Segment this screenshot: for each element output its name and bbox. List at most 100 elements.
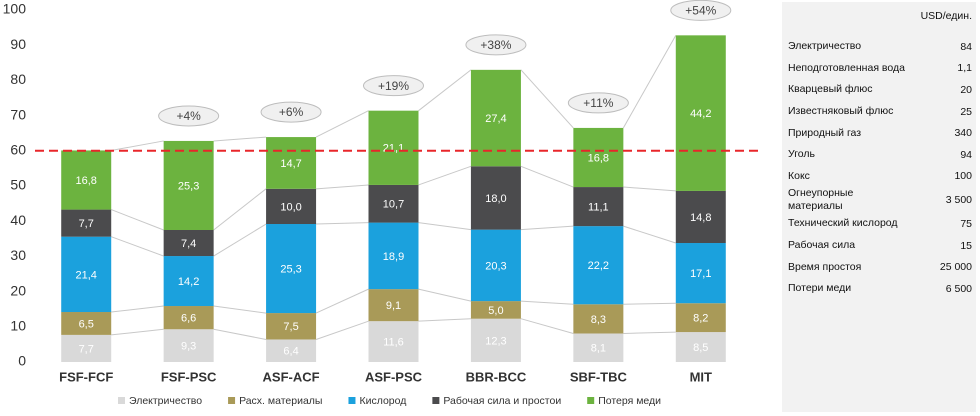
bar-segment	[368, 110, 419, 185]
connector-line	[111, 328, 164, 336]
bar-segment	[266, 313, 317, 340]
bar-segment	[163, 230, 214, 257]
y-tick-label: 10	[10, 318, 26, 334]
table-row: Уголь 94	[788, 144, 972, 166]
value-label: 18,9	[383, 251, 404, 263]
value-label: 25,3	[280, 263, 301, 275]
connectors	[111, 35, 677, 340]
legend-swatch	[432, 397, 440, 404]
bar-segment	[163, 306, 214, 330]
bar-segment	[266, 339, 317, 362]
x-tick-label: FSF-PSC	[161, 369, 217, 384]
value-label: 7,5	[283, 321, 298, 333]
bar-segment	[573, 333, 624, 362]
table-row: Технический кислород 75	[788, 213, 972, 235]
y-tick-label: 20	[10, 282, 26, 298]
row-value: 3 500	[945, 194, 972, 207]
bar-segment	[675, 190, 726, 244]
bar-segment	[368, 321, 419, 362]
legend-swatch	[587, 397, 595, 404]
value-label: 9,1	[386, 300, 401, 312]
annotation: +6%	[279, 105, 304, 119]
bar-segment	[573, 304, 624, 334]
value-label: 22,2	[588, 260, 609, 272]
bar-segment	[573, 187, 624, 227]
value-label: 17,1	[690, 268, 711, 280]
bar-segment	[266, 137, 317, 189]
value-label: 44,2	[690, 108, 711, 120]
row-name: Рабочая сила	[788, 239, 856, 252]
bar-segment	[266, 188, 317, 225]
bar-segment	[61, 150, 112, 210]
value-label: 18,0	[485, 193, 506, 205]
value-label: 10,0	[280, 201, 301, 213]
connector-line	[213, 328, 267, 340]
bar-segment	[163, 329, 214, 362]
table-row: Кокс 100	[788, 166, 972, 188]
annotation-bubble	[465, 34, 527, 56]
connector-line	[213, 223, 267, 257]
value-label: 20,3	[485, 260, 506, 272]
value-label: 7,4	[181, 238, 196, 250]
table-row: Потери меди 6 500	[788, 278, 972, 300]
row-value: 340	[954, 127, 972, 140]
bar-segment	[61, 334, 112, 362]
annotation-bubble	[670, 0, 732, 21]
connector-line	[418, 222, 471, 231]
connector-line	[418, 318, 471, 322]
connector-line	[213, 305, 267, 314]
bar-segment	[573, 226, 624, 305]
connector-line	[418, 288, 472, 302]
y-tick-label: 0	[18, 353, 26, 369]
y-tick-label: 50	[10, 177, 26, 193]
connector-line	[520, 165, 574, 188]
value-label: 7,7	[79, 218, 94, 230]
value-label: 27,4	[485, 113, 506, 125]
row-value: 25	[960, 105, 972, 118]
connector-line	[623, 331, 676, 334]
legend-label: Электричество	[129, 395, 202, 407]
annotation-bubble	[567, 92, 629, 114]
row-name: Время простоя	[788, 260, 862, 273]
value-label: 8,3	[591, 314, 606, 326]
value-label: 21,1	[383, 143, 404, 155]
row-name: Потери меди	[788, 282, 852, 295]
table-row: Электричество 84	[788, 36, 972, 58]
connector-line	[623, 302, 676, 305]
value-label: 25,3	[178, 180, 199, 192]
value-label: 5,0	[488, 305, 503, 317]
connector-line	[520, 300, 574, 305]
annotation: +54%	[685, 4, 716, 18]
y-tick-label: 90	[10, 36, 26, 52]
annotation: +11%	[583, 96, 613, 110]
y-tick-label: 60	[10, 142, 26, 158]
bar-segment	[368, 289, 419, 322]
row-name: Кварцевый флюс	[788, 83, 873, 96]
annotation-bubble	[363, 75, 424, 97]
connector-line	[520, 318, 574, 334]
bar-segment	[368, 222, 419, 290]
value-label: 11,6	[383, 336, 404, 348]
table-row: Известняковый флюс 25	[788, 101, 972, 123]
y-tick-label: 80	[10, 71, 26, 87]
value-label: 14,7	[280, 158, 301, 170]
x-tick-label: MIT	[690, 369, 712, 384]
connector-line	[315, 110, 369, 138]
chart: 0 10 20 30 40 50 60 70 80 90 100 7,7 6,5 21,4 7,7 16,8 F…	[3, 0, 760, 407]
bar-segment	[675, 332, 726, 362]
table-row: Огнеупорные материалы 3 500	[788, 187, 972, 213]
value-label: 10,7	[383, 199, 404, 211]
value-label: 16,8	[76, 175, 97, 187]
bar-segment	[675, 243, 726, 304]
legend-swatch	[118, 397, 125, 404]
row-value: 1,1	[957, 62, 972, 75]
row-value: 100	[954, 170, 972, 183]
value-label: 8,5	[693, 342, 708, 354]
row-value: 6 500	[945, 282, 972, 295]
table-row: Время простоя 25 000	[788, 256, 972, 278]
legend-label: Расх. материалы	[239, 395, 322, 407]
annotation: +19%	[378, 79, 409, 93]
row-name: Уголь	[788, 148, 816, 161]
connector-line	[111, 209, 164, 231]
